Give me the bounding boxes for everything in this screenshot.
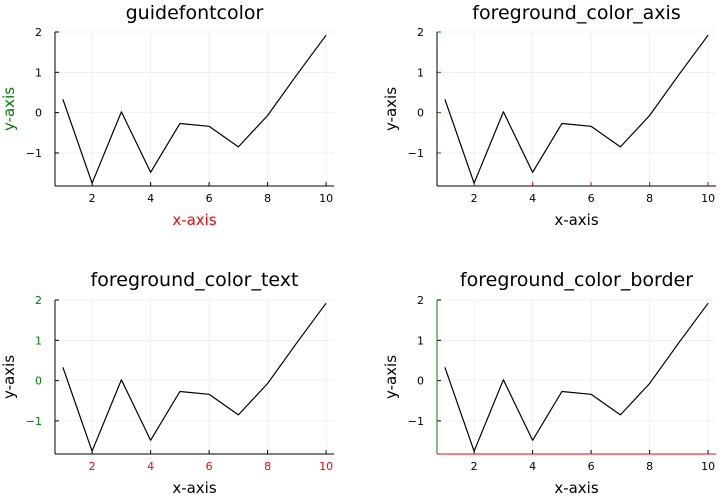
x-axis-label: x-axis (554, 479, 599, 497)
y-tick-label: −1 (408, 415, 424, 428)
subplot-4: 2 4 6 8 10 −1 0 1 2 foreground_color_border x-axis… (382, 269, 716, 497)
series-line (62, 34, 327, 184)
x-tick-label: 8 (646, 460, 653, 473)
series-line (62, 302, 327, 452)
subplot-3: 2 4 6 8 10 −1 0 1 2 foreground_color_text x-axis y-… (0, 269, 334, 497)
y-tick-label: 1 (417, 334, 424, 347)
x-tick-label: 6 (206, 460, 213, 473)
x-tick-label: 8 (264, 460, 271, 473)
y-tick-label: 1 (35, 66, 42, 79)
x-tick-label: 4 (529, 192, 536, 205)
x-tick-label: 4 (529, 460, 536, 473)
y-tick-label: −1 (408, 147, 424, 160)
x-tick-label: 10 (319, 192, 333, 205)
y-axis-label: y-axis (382, 87, 400, 131)
x-tick-label: 2 (89, 460, 96, 473)
x-tick-label: 2 (89, 192, 96, 205)
x-tick-label: 2 (471, 460, 478, 473)
x-tick-label: 10 (701, 192, 715, 205)
y-tick-label: 2 (35, 294, 42, 307)
y-tick-label: 0 (417, 107, 424, 120)
y-tick-label: 2 (35, 26, 42, 39)
series-line (444, 34, 709, 184)
x-tick-label: 6 (588, 192, 595, 205)
subplot-1: 2 4 6 8 10 −1 0 1 2 guidefontcolor x-axis y-axis (0, 2, 334, 229)
x-tick-label: 10 (701, 460, 715, 473)
y-tick-label: 0 (35, 107, 42, 120)
x-axis-label: x-axis (554, 211, 599, 229)
y-tick-label: 0 (35, 375, 42, 388)
chart-title: foreground_color_axis (472, 2, 680, 24)
x-axis-label: x-axis (172, 211, 217, 229)
x-tick-label: 6 (588, 460, 595, 473)
y-tick-label: −1 (26, 147, 42, 160)
x-tick-label: 4 (147, 460, 154, 473)
series-line (444, 302, 709, 452)
y-tick-label: 2 (417, 294, 424, 307)
x-axis-label: x-axis (172, 479, 217, 497)
y-tick-label: 2 (417, 26, 424, 39)
chart-title: foreground_color_text (91, 269, 299, 291)
y-axis-label: y-axis (382, 355, 400, 399)
x-tick-label: 4 (147, 192, 154, 205)
y-tick-label: 1 (417, 66, 424, 79)
chart-title: foreground_color_border (460, 269, 693, 291)
y-tick-label: −1 (26, 415, 42, 428)
subplot-2: 2 4 6 8 10 −1 0 1 2 foreground_color_axis x-axis y-… (382, 2, 716, 229)
x-tick-label: 10 (319, 460, 333, 473)
x-tick-label: 2 (471, 192, 478, 205)
y-axis-label: y-axis (0, 355, 18, 399)
x-tick-label: 8 (646, 192, 653, 205)
y-tick-label: 1 (35, 334, 42, 347)
x-tick-label: 6 (206, 192, 213, 205)
x-tick-label: 8 (264, 192, 271, 205)
y-axis-label: y-axis (0, 87, 18, 131)
y-tick-label: 0 (417, 375, 424, 388)
chart-title: guidefontcolor (126, 2, 264, 24)
